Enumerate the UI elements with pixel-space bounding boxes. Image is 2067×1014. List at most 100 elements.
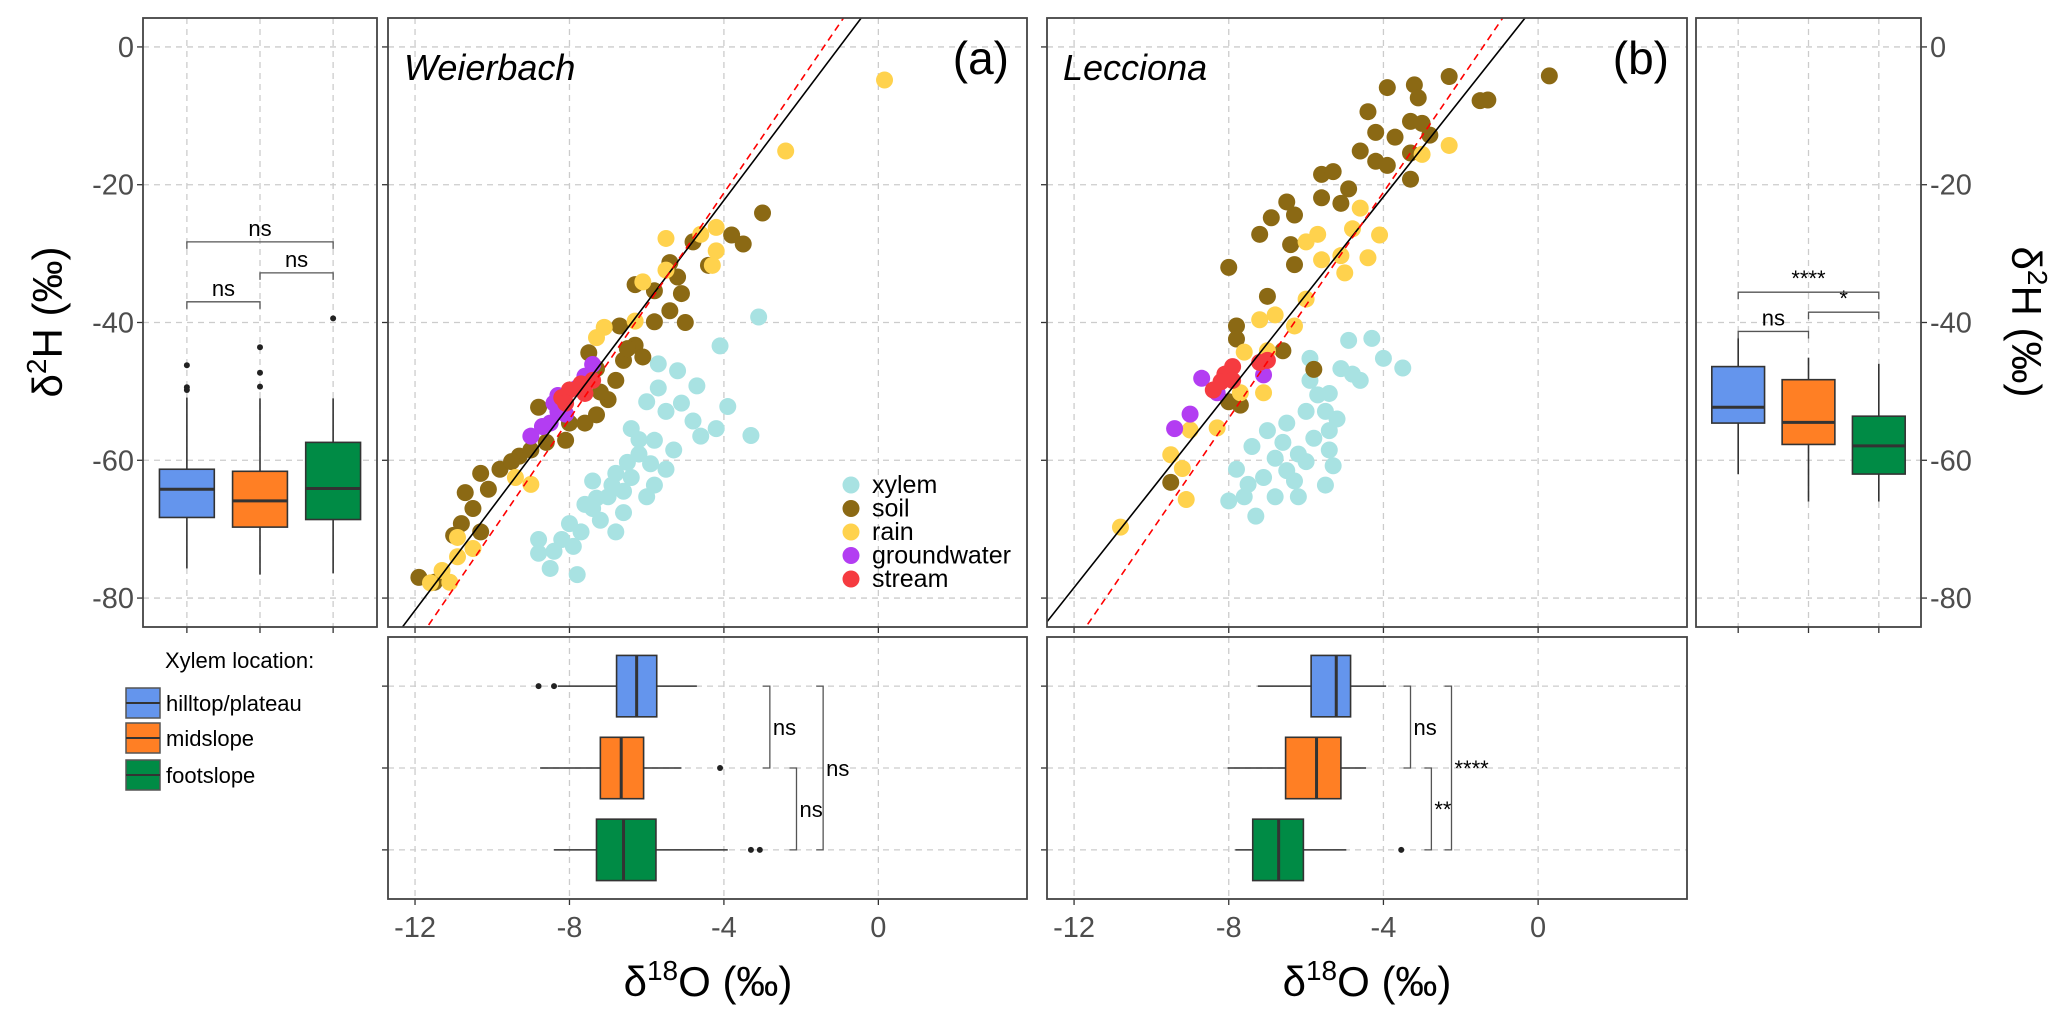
- point-xylem: [657, 402, 675, 420]
- point-xylem: [1227, 460, 1245, 478]
- point-soil: [1351, 142, 1369, 160]
- legend-label-footslope: footslope: [166, 763, 255, 788]
- significance-bracket: [816, 685, 824, 851]
- point-xylem: [560, 515, 578, 533]
- point-soil: [522, 441, 540, 459]
- point-soil: [634, 348, 652, 366]
- box-body: [231, 470, 289, 528]
- outlier-point: [756, 846, 763, 853]
- point-rain: [448, 528, 466, 546]
- point-soil: [1282, 236, 1300, 254]
- point-xylem: [1243, 438, 1261, 456]
- series-stream: [553, 371, 602, 412]
- point-xylem: [1266, 488, 1284, 506]
- point-soil: [1227, 330, 1245, 348]
- point-soil: [754, 204, 772, 222]
- point-soil: [1340, 180, 1358, 198]
- box-hilltop-plateau: [535, 654, 697, 718]
- box-hilltop-plateau: [1711, 338, 1766, 633]
- panel-border: [1046, 636, 1688, 900]
- x-tick-label: -4: [711, 912, 737, 944]
- scatter-a-panel: Weierbach (a) xylemsoilraingroundwaterstre…: [382, 17, 1028, 633]
- point-stream: [557, 394, 575, 412]
- outlier-point: [535, 683, 542, 690]
- point-soil: [503, 453, 521, 471]
- x-title-delta: δ: [1283, 958, 1306, 1005]
- point-rain: [421, 574, 439, 592]
- point-xylem: [649, 379, 667, 397]
- point-xylem: [1239, 475, 1257, 493]
- point-rain: [1371, 226, 1389, 244]
- point-xylem: [684, 412, 702, 430]
- point-rain: [1208, 419, 1226, 437]
- point-xylem: [607, 523, 625, 541]
- point-groundwater: [1181, 405, 1199, 423]
- point-xylem: [638, 393, 656, 411]
- box-hilltop-plateau: [1257, 654, 1387, 718]
- y-tick-label: -60: [92, 445, 134, 477]
- point-xylem: [719, 398, 737, 416]
- legend-key-rain: [842, 523, 860, 541]
- point-xylem: [1258, 422, 1276, 440]
- legend-label-groundwater: groundwater: [872, 542, 1011, 570]
- y-tick-label: -80: [92, 583, 134, 615]
- y-title-rest: H (‰): [24, 247, 71, 359]
- series-xylem: [530, 308, 768, 584]
- significance-bracket: [1444, 685, 1453, 851]
- local-meteoric-water-line: [426, 18, 845, 627]
- point-stream: [584, 371, 602, 389]
- box-footslope: [304, 315, 362, 633]
- point-soil: [1440, 68, 1458, 86]
- significance-label: ns: [773, 715, 796, 740]
- point-xylem: [672, 394, 690, 412]
- significance-label: ns: [248, 216, 271, 241]
- point-xylem: [657, 460, 675, 478]
- point-rain: [657, 261, 675, 279]
- point-xylem: [1289, 488, 1307, 506]
- point-soil: [1421, 126, 1439, 144]
- box-body: [1310, 654, 1352, 718]
- point-xylem: [665, 441, 683, 459]
- point-xylem: [1278, 414, 1296, 432]
- panel-border: [387, 17, 1028, 628]
- significance-bracket: [1403, 685, 1412, 769]
- significance-bracket: [1737, 330, 1810, 339]
- point-rain: [587, 329, 605, 347]
- point-rain: [777, 142, 795, 160]
- point-xylem: [649, 355, 667, 373]
- point-xylem: [645, 476, 663, 494]
- point-soil: [723, 226, 741, 244]
- point-soil: [1251, 225, 1269, 243]
- point-soil: [676, 314, 694, 331]
- point-soil: [1405, 76, 1423, 94]
- significance-label: ns: [1762, 305, 1785, 330]
- significance-label: ns: [285, 247, 308, 272]
- y-axis-title-right: δ2H (‰): [2003, 247, 2053, 398]
- y-tick-label: -80: [1930, 583, 1972, 615]
- point-xylem: [1343, 365, 1361, 383]
- x-tick-label: -12: [1053, 912, 1095, 944]
- y-axis-title-left: δ2H (‰): [21, 247, 71, 398]
- point-xylem: [750, 308, 768, 326]
- point-xylem: [545, 542, 563, 560]
- point-rain: [1235, 343, 1253, 361]
- point-rain: [1440, 136, 1458, 154]
- x-title-rest: O (‰): [678, 958, 792, 1005]
- legend-label-soil: soil: [872, 495, 910, 523]
- point-rain: [1266, 306, 1284, 324]
- point-rain: [1251, 311, 1269, 329]
- panels: Weierbach (a) xylemsoilraingroundwaterstre…: [92, 17, 1972, 944]
- x-title-rest: O (‰): [1337, 958, 1451, 1005]
- series-soil: [1162, 67, 1558, 491]
- point-soil: [1378, 156, 1396, 174]
- y-title-rest: H (‰): [2003, 285, 2050, 397]
- box-footslope: [1851, 363, 1906, 633]
- panel-border: [142, 17, 378, 628]
- outlier-point: [183, 362, 190, 369]
- point-groundwater: [522, 427, 540, 445]
- point-rain: [1343, 220, 1361, 238]
- box-footslope: [1235, 818, 1405, 882]
- point-groundwater: [1193, 369, 1211, 387]
